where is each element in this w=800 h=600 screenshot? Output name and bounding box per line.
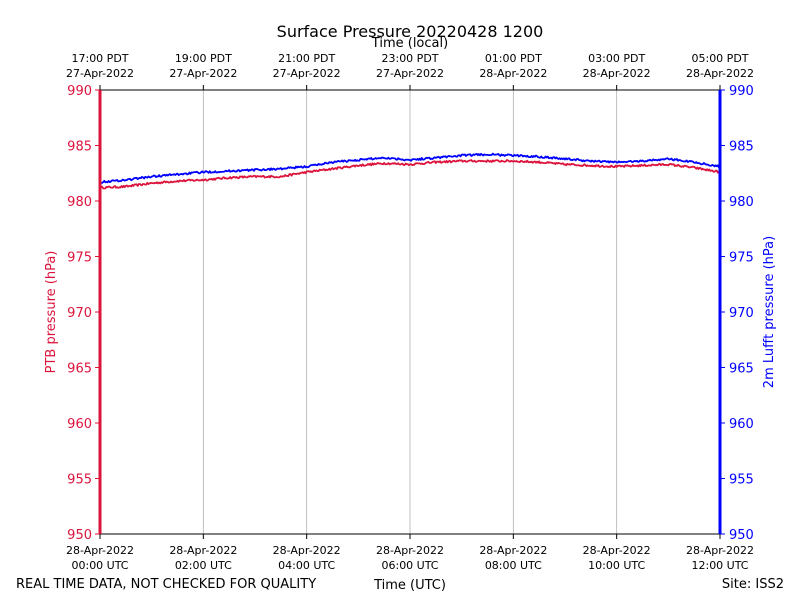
top-tick-time: 17:00 PDT <box>71 52 128 65</box>
top-tick-date: 28-Apr-2022 <box>583 67 651 80</box>
bottom-tick-date: 28-Apr-2022 <box>583 544 651 557</box>
bottom-tick-time: 06:00 UTC <box>381 559 438 572</box>
bottom-tick-date: 28-Apr-2022 <box>376 544 444 557</box>
series-layer <box>99 152 721 190</box>
right-y-tick-label: 980 <box>729 195 754 210</box>
left-y-tick-label: 990 <box>67 84 92 99</box>
top-tick-time: 01:00 PDT <box>485 52 542 65</box>
right-y-tick-label: 970 <box>729 306 754 321</box>
right-y-tick-label: 950 <box>729 528 754 543</box>
top-tick-time: 23:00 PDT <box>381 52 438 65</box>
right-y-tick-label: 975 <box>729 251 754 266</box>
left-y-tick-label: 965 <box>67 362 92 377</box>
bottom-tick-date: 28-Apr-2022 <box>479 544 547 557</box>
right-y-tick-label: 985 <box>729 140 754 155</box>
left-y-tick-label: 970 <box>67 306 92 321</box>
top-tick-date: 27-Apr-2022 <box>273 67 341 80</box>
series-line-ptb <box>99 159 721 190</box>
top-tick-date: 28-Apr-2022 <box>686 67 754 80</box>
top-tick-time: 03:00 PDT <box>588 52 645 65</box>
right-y-tick-label: 960 <box>729 417 754 432</box>
top-tick-date: 28-Apr-2022 <box>479 67 547 80</box>
top-tick-time: 19:00 PDT <box>175 52 232 65</box>
top-tick-time: 05:00 PDT <box>691 52 748 65</box>
left-axis-label: PTB pressure (hPa) <box>44 251 59 374</box>
right-y-tick-label: 965 <box>729 362 754 377</box>
bottom-tick-time: 04:00 UTC <box>278 559 335 572</box>
site-label: Site: ISS2 <box>722 577 784 592</box>
bottom-tick-time: 02:00 UTC <box>175 559 232 572</box>
ticks-layer: 990 990 985 985 980 980 975 975 970 970 965 965 960 9… <box>66 52 754 572</box>
bottom-tick-date: 28-Apr-2022 <box>66 544 134 557</box>
top-axis-label: Time (local) <box>371 36 448 51</box>
top-tick-time: 21:00 PDT <box>278 52 335 65</box>
left-y-tick-label: 960 <box>67 417 92 432</box>
chart-title: Surface Pressure 20220428 1200 <box>277 22 544 41</box>
right-y-tick-label: 990 <box>729 84 754 99</box>
top-tick-date: 27-Apr-2022 <box>376 67 444 80</box>
left-y-tick-label: 950 <box>67 528 92 543</box>
left-y-tick-label: 980 <box>67 195 92 210</box>
bottom-tick-date: 28-Apr-2022 <box>169 544 237 557</box>
right-y-tick-label: 955 <box>729 473 754 488</box>
bottom-tick-time: 12:00 UTC <box>691 559 748 572</box>
left-y-tick-label: 955 <box>67 473 92 488</box>
bottom-tick-time: 08:00 UTC <box>485 559 542 572</box>
bottom-tick-time: 10:00 UTC <box>588 559 645 572</box>
series-line-lufft <box>99 152 721 184</box>
top-tick-date: 27-Apr-2022 <box>66 67 134 80</box>
left-y-tick-label: 985 <box>67 140 92 155</box>
x-axis-label: Time (UTC) <box>373 578 446 593</box>
left-y-tick-label: 975 <box>67 251 92 266</box>
quality-note: REAL TIME DATA, NOT CHECKED FOR QUALITY <box>16 577 316 592</box>
bottom-tick-date: 28-Apr-2022 <box>686 544 754 557</box>
bottom-tick-time: 00:00 UTC <box>71 559 128 572</box>
bottom-tick-date: 28-Apr-2022 <box>273 544 341 557</box>
right-axis-label: 2m Lufft pressure (hPa) <box>762 236 777 388</box>
top-tick-date: 27-Apr-2022 <box>169 67 237 80</box>
